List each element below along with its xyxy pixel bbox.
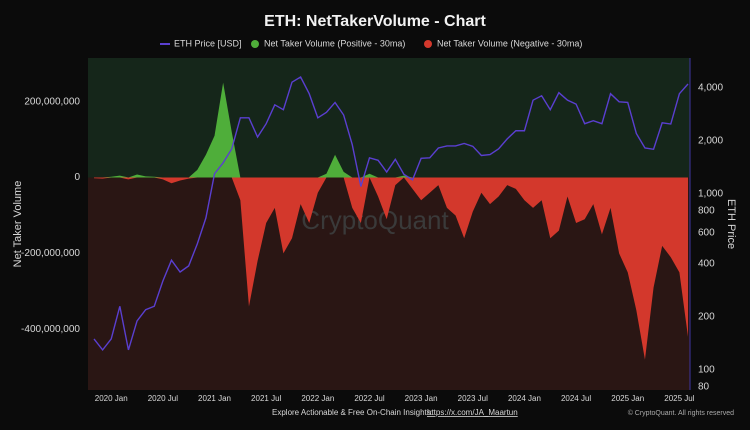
x-tick-label: 2021 Jul <box>251 394 281 403</box>
net-taker-area <box>94 177 688 360</box>
x-tick-label: 2023 Jul <box>458 394 488 403</box>
footer-text: Explore Actionable & Free On-Chain Insig… <box>272 408 433 417</box>
x-tick-label: 2022 Jul <box>354 394 384 403</box>
legend-label: ETH Price [USD] <box>174 38 242 48</box>
footer-link[interactable]: https://x.com/JA_Maartun <box>427 408 518 417</box>
legend-label: Net Taker Volume (Positive - 30ma) <box>264 38 405 48</box>
y2-axis-label: ETH Price <box>725 199 737 249</box>
x-tick-label: 2023 Jan <box>405 394 438 403</box>
legend-swatch <box>251 40 259 48</box>
x-tick-label: 2025 Jan <box>611 394 644 403</box>
x-tick-label: 2024 Jan <box>508 394 541 403</box>
x-tick-label: 2020 Jan <box>95 394 128 403</box>
x-tick-label: 2021 Jan <box>198 394 231 403</box>
y2-tick-label: 800 <box>698 206 715 217</box>
y-tick-label: 200,000,000 <box>24 96 80 107</box>
y2-tick-label: 400 <box>698 259 715 270</box>
y-tick-label: -200,000,000 <box>21 248 80 259</box>
chart-title: ETH: NetTakerVolume - Chart <box>264 13 486 30</box>
y2-tick-label: 80 <box>698 382 710 393</box>
legend-item: Net Taker Volume (Positive - 30ma) <box>251 38 405 48</box>
legend-label: Net Taker Volume (Negative - 30ma) <box>437 38 582 48</box>
y2-tick-label: 4,000 <box>698 82 723 93</box>
y2-tick-label: 1,000 <box>698 188 723 199</box>
y2-tick-label: 100 <box>698 365 715 376</box>
plot-background <box>88 58 690 390</box>
x-tick-label: 2022 Jan <box>301 394 334 403</box>
plot-negative-zone <box>88 177 690 390</box>
legend-swatch <box>424 40 432 48</box>
y-tick-label: 0 <box>74 172 80 183</box>
x-tick-label: 2020 Jul <box>148 394 178 403</box>
x-tick-label: 2024 Jul <box>561 394 591 403</box>
y-axis-label: Net Taker Volume <box>12 181 24 268</box>
price-line <box>93 76 689 352</box>
copyright: © CryptoQuant. All rights reserved <box>628 409 734 417</box>
x-tick-label: 2025 Jul <box>664 394 694 403</box>
y2-tick-label: 2,000 <box>698 135 723 146</box>
y2-tick-label: 600 <box>698 228 715 239</box>
y2-tick-label: 200 <box>698 312 715 323</box>
plot-positive-zone <box>88 58 690 178</box>
legend-item: Net Taker Volume (Negative - 30ma) <box>424 38 582 48</box>
watermark: CryptoQuant <box>301 205 449 235</box>
legend-item: ETH Price [USD] <box>160 38 242 48</box>
y-tick-label: -400,000,000 <box>21 324 80 335</box>
